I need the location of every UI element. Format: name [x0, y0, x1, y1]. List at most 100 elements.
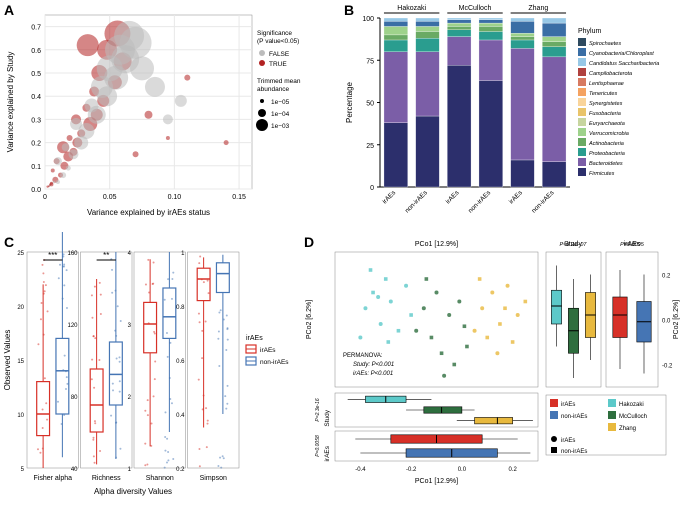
svg-text:McCulloch: McCulloch — [619, 414, 647, 420]
svg-text:abundance: abundance — [257, 86, 290, 93]
panel-b: B 0255075100irAEsnon-irAEsirAEsnon-irAEs… — [340, 0, 685, 227]
svg-text:-0.2: -0.2 — [662, 364, 673, 370]
svg-text:120: 120 — [67, 323, 78, 329]
svg-text:1e−05: 1e−05 — [271, 99, 290, 106]
svg-text:40: 40 — [71, 467, 78, 473]
svg-text:0.0: 0.0 — [662, 319, 671, 325]
svg-text:160: 160 — [67, 251, 78, 257]
svg-text:0: 0 — [370, 185, 374, 192]
panel-a-label: A — [4, 2, 14, 18]
svg-text:Synergistetes: Synergistetes — [589, 101, 623, 107]
svg-text:McCulloch: McCulloch — [459, 5, 492, 12]
svg-text:FALSE: FALSE — [269, 51, 290, 58]
svg-text:0.10: 0.10 — [168, 194, 182, 201]
svg-text:Percentage: Percentage — [345, 81, 354, 122]
svg-text:irAEs: irAEs — [246, 335, 263, 342]
svg-text:1e−03: 1e−03 — [271, 123, 290, 130]
svg-text:non-irAEs: non-irAEs — [561, 414, 587, 420]
svg-text:Candidatus Saccharibacteria: Candidatus Saccharibacteria — [589, 61, 659, 67]
svg-text:0.0: 0.0 — [31, 187, 41, 194]
svg-text:irAEs: irAEs — [381, 189, 397, 205]
svg-text:0.2: 0.2 — [176, 467, 185, 473]
boxplot-chart: 510152025***Fisher alpha4080120160**Rich… — [0, 232, 300, 500]
svg-text:P=2.3e-16: P=2.3e-16 — [315, 398, 321, 421]
svg-text:PCo1 [12.9%]: PCo1 [12.9%] — [415, 478, 458, 485]
svg-text:0.3: 0.3 — [31, 117, 41, 124]
svg-text:Bacteroidetes: Bacteroidetes — [589, 161, 623, 167]
svg-text:non-irAEs: non-irAEs — [260, 359, 289, 366]
svg-text:non-irAEs: non-irAEs — [561, 449, 587, 455]
svg-text:0.4: 0.4 — [31, 94, 41, 101]
svg-text:0.5: 0.5 — [31, 71, 41, 78]
svg-text:10: 10 — [17, 413, 24, 419]
svg-text:PCo1 [12.9%]: PCo1 [12.9%] — [415, 241, 458, 248]
svg-text:15: 15 — [17, 359, 24, 365]
svg-text:Alpha diversity Values: Alpha diversity Values — [94, 487, 172, 496]
svg-text:0.4: 0.4 — [176, 413, 185, 419]
svg-text:Tenericutes: Tenericutes — [589, 91, 617, 97]
svg-text:TRUE: TRUE — [269, 61, 287, 68]
svg-text:0.05: 0.05 — [103, 194, 117, 201]
svg-text:5: 5 — [21, 467, 25, 473]
svg-text:Actinobacteria: Actinobacteria — [588, 141, 624, 147]
svg-text:0.8: 0.8 — [176, 305, 185, 311]
svg-text:Verrucomicrobia: Verrucomicrobia — [589, 131, 629, 137]
panel-a: A 0.00.10.20.30.40.50.60.700.050.100.15V… — [0, 0, 340, 227]
svg-text:P=8.2e−07: P=8.2e−07 — [560, 242, 588, 248]
svg-text:80: 80 — [71, 395, 78, 401]
panel-d: D PCo1 [12.9%]PCo2 [6.2%]PERMANOVA:Study… — [300, 232, 685, 500]
svg-text:0.0: 0.0 — [458, 467, 467, 473]
svg-text:PCo2 [6.2%]: PCo2 [6.2%] — [306, 300, 313, 339]
svg-text:irAEs: irAEs — [445, 189, 461, 205]
svg-text:irAEs: irAEs — [561, 438, 575, 444]
svg-text:(P value<0.05): (P value<0.05) — [257, 38, 299, 45]
svg-text:0.6: 0.6 — [31, 48, 41, 55]
svg-text:Campilobacterota: Campilobacterota — [589, 71, 632, 77]
svg-text:-0.2: -0.2 — [406, 467, 417, 473]
svg-text:non-irAEs: non-irAEs — [404, 189, 430, 215]
svg-text:Observed Values: Observed Values — [3, 330, 12, 391]
panel-b-label: B — [344, 2, 354, 18]
svg-text:***: *** — [48, 251, 57, 260]
panel-c: C 510152025***Fisher alpha4080120160**Ri… — [0, 232, 300, 500]
svg-text:Shannon: Shannon — [146, 475, 174, 482]
svg-text:25: 25 — [366, 143, 374, 150]
svg-text:0.7: 0.7 — [31, 25, 41, 32]
svg-text:0.2: 0.2 — [508, 467, 517, 473]
svg-text:Spirochaetes: Spirochaetes — [589, 41, 621, 47]
svg-text:Study: P<0.001: Study: P<0.001 — [353, 362, 394, 368]
svg-text:Cyanobacteria/Chloroplast: Cyanobacteria/Chloroplast — [589, 51, 654, 57]
svg-text:Zhang: Zhang — [619, 426, 636, 432]
svg-text:Hakozaki: Hakozaki — [619, 402, 644, 408]
svg-text:0.2: 0.2 — [662, 274, 671, 280]
svg-text:Significance: Significance — [257, 30, 292, 37]
scatter-chart: 0.00.10.20.30.40.50.60.700.050.100.15Var… — [0, 0, 340, 227]
svg-text:P=0.0095: P=0.0095 — [620, 242, 645, 248]
svg-text:non-irAEs: non-irAEs — [467, 189, 493, 215]
svg-text:Euryarchaeota: Euryarchaeota — [589, 121, 625, 127]
svg-text:P=0.0058: P=0.0058 — [315, 435, 321, 457]
pcoa-chart: PCo1 [12.9%]PCo2 [6.2%]PERMANOVA:Study: … — [300, 232, 685, 500]
svg-text:Proteobacteria: Proteobacteria — [589, 151, 625, 157]
svg-text:20: 20 — [17, 305, 24, 311]
svg-text:Hakozaki: Hakozaki — [397, 5, 426, 12]
svg-text:irAEs: irAEs — [260, 347, 276, 354]
svg-text:PCo2 [6.2%]: PCo2 [6.2%] — [673, 300, 680, 339]
svg-text:Study: Study — [324, 409, 331, 426]
svg-text:**: ** — [103, 251, 109, 260]
svg-text:irAEs: irAEs — [324, 445, 331, 461]
svg-text:Firmicutes: Firmicutes — [589, 171, 615, 177]
svg-text:Simpson: Simpson — [200, 475, 227, 482]
svg-text:Lentisphaerae: Lentisphaerae — [589, 81, 624, 87]
svg-text:irAEs: irAEs — [561, 402, 575, 408]
svg-text:75: 75 — [366, 58, 374, 65]
svg-text:Trimmed mean: Trimmed mean — [257, 78, 301, 85]
svg-text:irAEs: P<0.001: irAEs: P<0.001 — [353, 371, 393, 377]
svg-text:Zhang: Zhang — [528, 5, 548, 12]
svg-text:Variance explained by Study: Variance explained by Study — [6, 52, 15, 153]
svg-text:-0.4: -0.4 — [355, 467, 366, 473]
svg-text:irAEs: irAEs — [508, 189, 524, 205]
svg-text:Richness: Richness — [92, 475, 121, 482]
svg-text:0.2: 0.2 — [31, 141, 41, 148]
svg-text:1e−04: 1e−04 — [271, 111, 290, 118]
